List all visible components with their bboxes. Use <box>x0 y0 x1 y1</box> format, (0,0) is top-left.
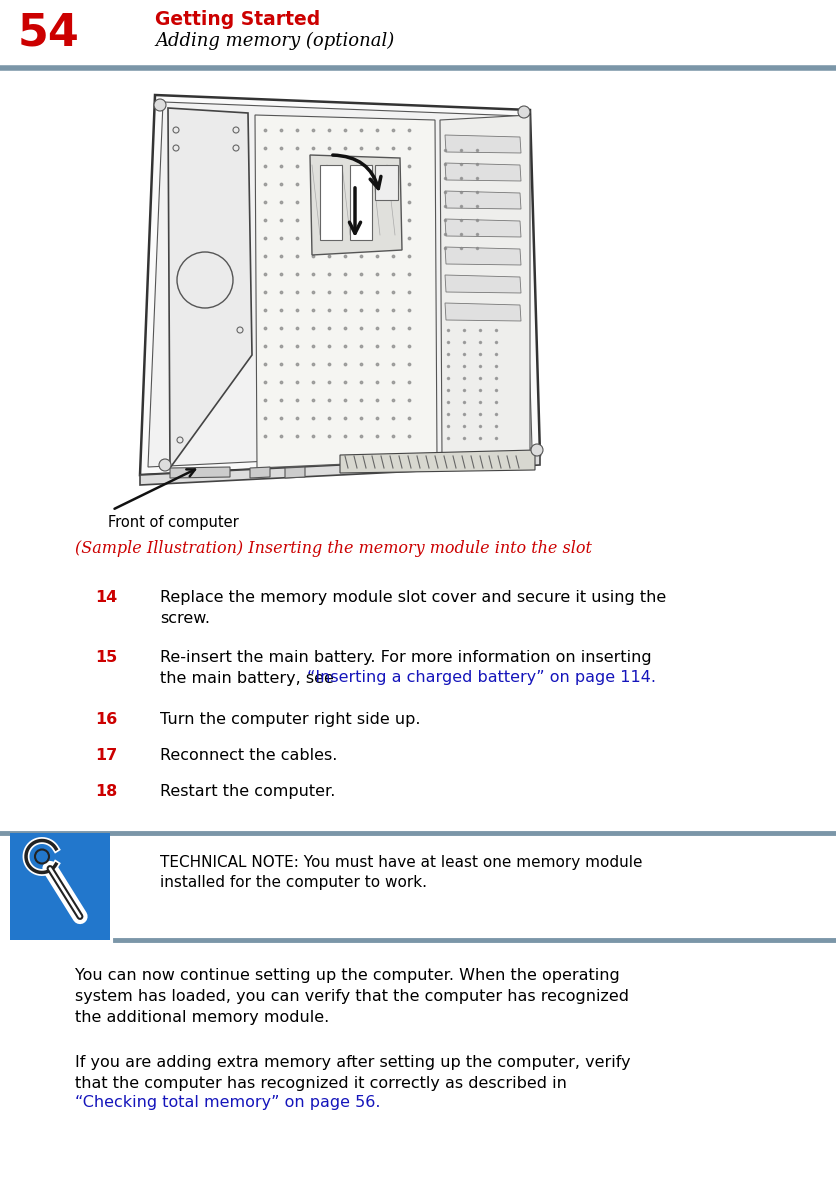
Circle shape <box>530 443 543 457</box>
Polygon shape <box>445 247 520 265</box>
Polygon shape <box>339 451 534 473</box>
Text: 17: 17 <box>95 749 117 763</box>
Text: 14: 14 <box>95 590 117 606</box>
Polygon shape <box>445 163 520 181</box>
Text: “Checking total memory” on page 56.: “Checking total memory” on page 56. <box>75 1095 380 1110</box>
Text: Restart the computer.: Restart the computer. <box>160 784 335 799</box>
Text: 16: 16 <box>95 712 117 727</box>
Polygon shape <box>319 164 342 240</box>
Polygon shape <box>309 155 401 255</box>
Polygon shape <box>375 164 398 200</box>
Text: (Sample Illustration) Inserting the memory module into the slot: (Sample Illustration) Inserting the memo… <box>75 540 591 557</box>
Polygon shape <box>148 103 532 467</box>
Polygon shape <box>285 467 304 478</box>
Polygon shape <box>445 219 520 237</box>
Text: If you are adding extra memory after setting up the computer, verify
that the co: If you are adding extra memory after set… <box>75 1055 630 1091</box>
Text: Reconnect the cables.: Reconnect the cables. <box>160 749 337 763</box>
Polygon shape <box>445 191 520 209</box>
Circle shape <box>517 106 529 118</box>
Text: Re-insert the main battery. For more information on inserting
the main battery, : Re-insert the main battery. For more inf… <box>160 650 651 687</box>
Text: “Inserting a charged battery” on page 114.: “Inserting a charged battery” on page 11… <box>307 670 655 685</box>
Text: Getting Started: Getting Started <box>155 10 320 29</box>
Polygon shape <box>168 108 252 468</box>
Polygon shape <box>349 164 371 240</box>
Polygon shape <box>445 135 520 153</box>
Polygon shape <box>445 275 520 293</box>
Text: Replace the memory module slot cover and secure it using the
screw.: Replace the memory module slot cover and… <box>160 590 665 626</box>
Circle shape <box>35 850 49 863</box>
Text: 15: 15 <box>95 650 117 665</box>
Polygon shape <box>140 455 539 485</box>
Text: TECHNICAL NOTE: You must have at least one memory module
installed for the compu: TECHNICAL NOTE: You must have at least o… <box>160 855 642 890</box>
Text: You can now continue setting up the computer. When the operating
system has load: You can now continue setting up the comp… <box>75 968 628 1025</box>
Polygon shape <box>445 303 520 321</box>
Text: Adding memory (optional): Adding memory (optional) <box>155 32 394 50</box>
Polygon shape <box>250 467 270 478</box>
Circle shape <box>154 99 166 111</box>
Polygon shape <box>140 95 539 474</box>
Polygon shape <box>170 467 230 478</box>
Polygon shape <box>255 114 436 468</box>
Polygon shape <box>440 114 529 458</box>
Bar <box>10 833 110 940</box>
Text: 54: 54 <box>18 12 79 55</box>
Text: Turn the computer right side up.: Turn the computer right side up. <box>160 712 420 727</box>
Text: 18: 18 <box>95 784 117 799</box>
Text: Front of computer: Front of computer <box>108 515 238 530</box>
Circle shape <box>159 459 171 471</box>
